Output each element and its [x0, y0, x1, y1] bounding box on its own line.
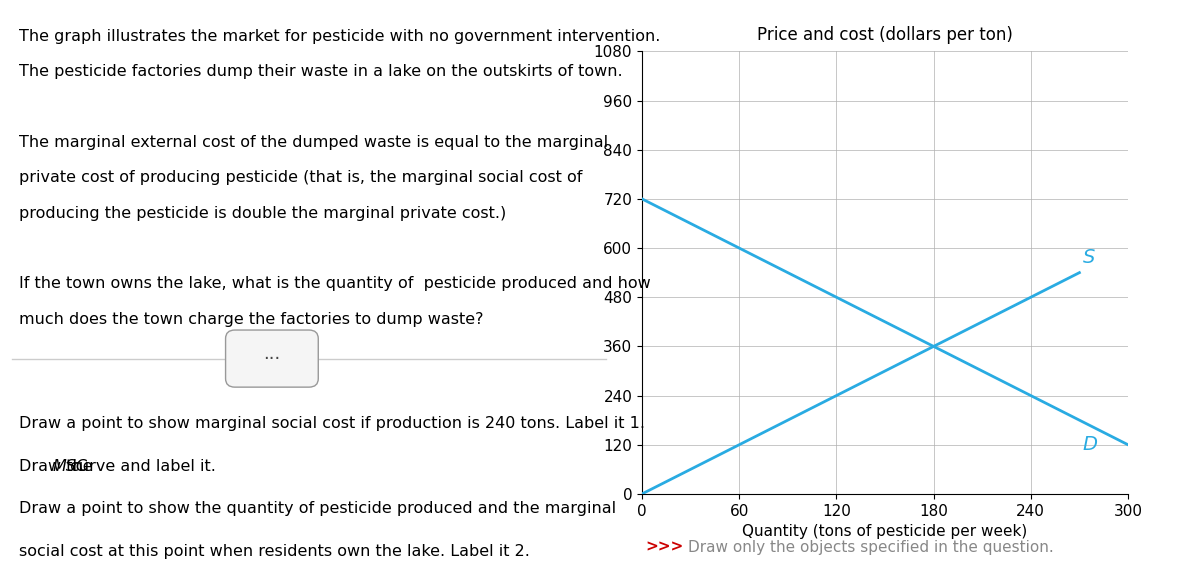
Text: The marginal external cost of the dumped waste is equal to the marginal: The marginal external cost of the dumped…	[18, 135, 607, 150]
Text: ···: ···	[263, 349, 281, 368]
Text: >>>: >>>	[646, 540, 684, 554]
Text: D: D	[1082, 435, 1098, 455]
Text: Draw the: Draw the	[18, 459, 97, 473]
Text: The graph illustrates the market for pesticide with no government intervention.: The graph illustrates the market for pes…	[18, 29, 660, 43]
Text: Draw a point to show the quantity of pesticide produced and the marginal: Draw a point to show the quantity of pes…	[18, 501, 616, 516]
FancyBboxPatch shape	[226, 330, 318, 387]
Text: social cost at this point when residents own the lake. Label it 2.: social cost at this point when residents…	[18, 544, 529, 559]
Text: If the town owns the lake, what is the quantity of  pesticide produced and how: If the town owns the lake, what is the q…	[18, 276, 650, 291]
X-axis label: Quantity (tons of pesticide per week): Quantity (tons of pesticide per week)	[743, 524, 1027, 539]
Text: producing the pesticide is double the marginal private cost.): producing the pesticide is double the ma…	[18, 206, 505, 220]
Text: Draw only the objects specified in the question.: Draw only the objects specified in the q…	[688, 540, 1054, 554]
Text: private cost of producing pesticide (that is, the marginal social cost of: private cost of producing pesticide (tha…	[18, 170, 582, 185]
Text: S: S	[1082, 247, 1096, 267]
Text: The pesticide factories dump their waste in a lake on the outskirts of town.: The pesticide factories dump their waste…	[18, 64, 622, 79]
Text: Draw a point to show marginal social cost if production is 240 tons. Label it 1.: Draw a point to show marginal social cos…	[18, 416, 644, 431]
Text: much does the town charge the factories to dump waste?: much does the town charge the factories …	[18, 312, 484, 327]
Text: curve and label it.: curve and label it.	[65, 459, 215, 473]
Text: MSC: MSC	[53, 459, 88, 473]
Title: Price and cost (dollars per ton): Price and cost (dollars per ton)	[757, 26, 1013, 45]
